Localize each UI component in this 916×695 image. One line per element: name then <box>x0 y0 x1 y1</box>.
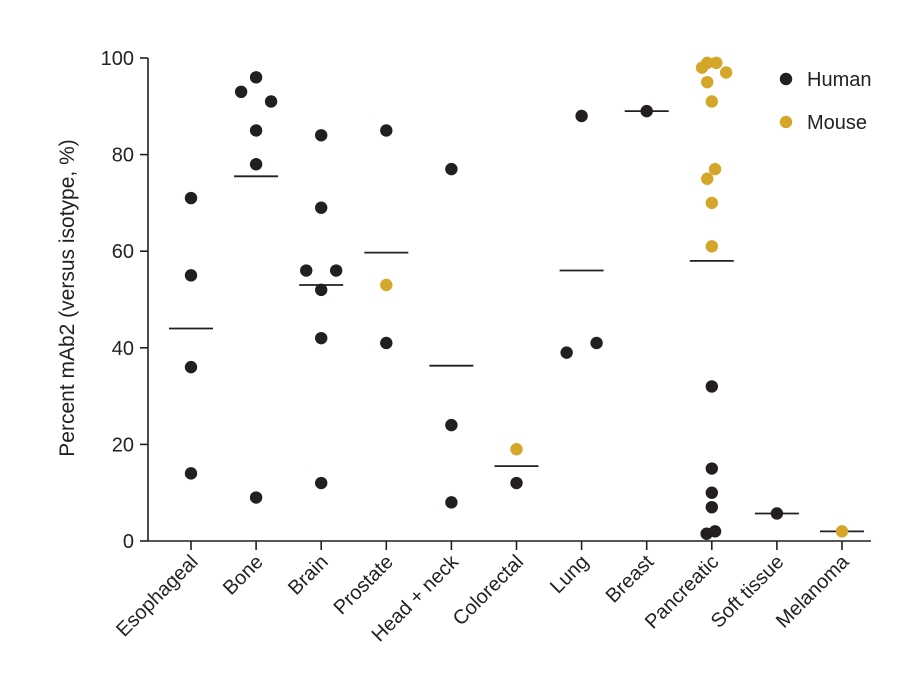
human-point <box>445 496 458 509</box>
mouse-point <box>705 240 718 253</box>
y-ticks: 0 20 40 60 80 100 <box>101 48 148 553</box>
human-point <box>315 129 328 142</box>
mouse-point <box>708 162 722 176</box>
human-point <box>705 380 718 393</box>
human-point <box>705 500 718 514</box>
mouse-point <box>705 95 718 108</box>
legend-label-mouse: Mouse <box>807 112 867 134</box>
x-tick-label: Prostate <box>330 551 398 619</box>
mouse-point <box>380 278 393 292</box>
human-point <box>315 201 328 214</box>
legend-marker-human <box>779 72 793 86</box>
legend-label-human: Human <box>807 69 871 91</box>
mouse-point <box>701 75 714 89</box>
human-point <box>264 95 278 108</box>
human-point <box>590 336 603 350</box>
mouse-point <box>710 56 723 70</box>
legend-marker-mouse <box>779 115 793 129</box>
mouse-point <box>705 196 718 210</box>
x-tick-label: Esophageal <box>112 551 202 641</box>
human-point <box>640 104 653 118</box>
human-point <box>445 418 458 432</box>
x-tick-label: Brain <box>284 551 333 600</box>
y-axis-title: Percent mAb2 (versus isotype, %) <box>56 139 79 456</box>
legend: Human Mouse <box>779 69 871 134</box>
human-point <box>249 158 263 171</box>
human-point <box>184 191 198 205</box>
y-tick-label: 80 <box>112 145 134 167</box>
human-point <box>184 467 198 480</box>
human-point <box>700 527 713 540</box>
axes <box>147 58 871 542</box>
human-point <box>770 507 784 520</box>
mouse-point <box>701 172 714 185</box>
mouse-point <box>719 66 733 79</box>
human-point <box>575 109 588 123</box>
human-point <box>184 360 198 374</box>
human-point <box>184 269 198 282</box>
y-tick-label: 40 <box>112 338 134 360</box>
x-tick-label: Bone <box>219 551 268 600</box>
human-point <box>249 71 263 84</box>
human-point <box>380 124 393 137</box>
human-point <box>249 491 263 504</box>
y-tick-label: 100 <box>101 48 134 70</box>
human-point <box>315 331 328 345</box>
data-points <box>184 56 849 540</box>
mouse-point <box>701 56 714 70</box>
human-point <box>705 462 718 475</box>
y-tick-label: 60 <box>112 241 134 263</box>
mouse-point <box>510 443 523 456</box>
human-point <box>300 264 313 277</box>
x-tick-label: Breast <box>602 551 659 608</box>
x-tick-label: Colorectal <box>449 551 528 630</box>
human-point <box>560 346 573 359</box>
mouse-point <box>835 525 849 538</box>
human-point <box>380 336 393 350</box>
human-point <box>329 264 343 277</box>
human-point <box>445 162 458 176</box>
human-point <box>249 124 263 137</box>
human-point <box>315 476 328 490</box>
y-tick-label: 20 <box>112 434 134 456</box>
human-point <box>705 486 718 499</box>
mean-lines <box>169 110 864 533</box>
human-point <box>510 476 523 490</box>
x-tick-label: Lung <box>546 551 593 598</box>
human-point <box>234 85 248 99</box>
human-point <box>315 283 328 297</box>
y-tick-label: 0 <box>123 531 134 553</box>
